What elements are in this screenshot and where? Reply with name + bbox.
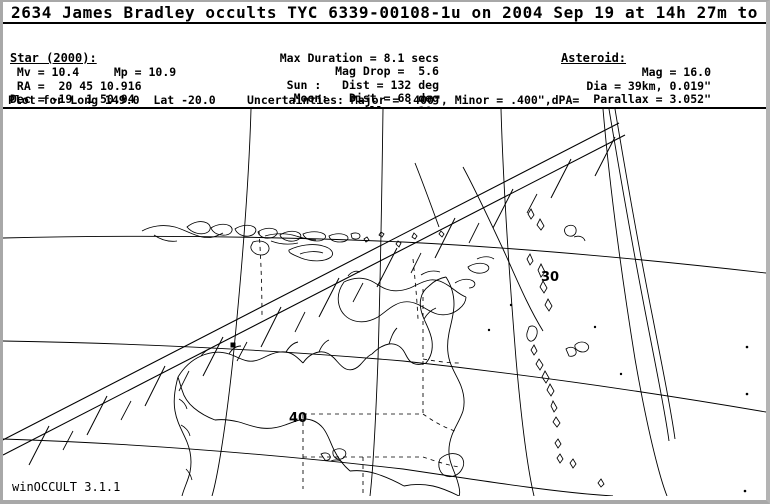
path-northern-limit bbox=[3, 122, 620, 441]
terminator-arcs bbox=[414, 109, 676, 442]
parallel-lines bbox=[3, 235, 766, 496]
mag-drop-line: Mag Drop = 5.6 bbox=[307, 64, 439, 79]
asteroid-heading: Asteroid: bbox=[561, 50, 627, 65]
star-line-ra: RA = 20 45 10.916 bbox=[10, 78, 142, 93]
path-minor-ticks bbox=[62, 193, 538, 451]
occultation-path bbox=[3, 122, 626, 456]
page-title: 2634 James Bradley occults TYC 6339-0010… bbox=[11, 3, 766, 22]
title-divider bbox=[3, 22, 766, 24]
window-client-area: 2634 James Bradley occults TYC 6339-0010… bbox=[3, 2, 766, 500]
tasmania-coastline bbox=[320, 448, 465, 478]
track-label-40: 40 bbox=[289, 411, 307, 426]
moon-dist-line: Moon: Dist = 68 deg bbox=[293, 91, 439, 106]
meridian-lines bbox=[211, 109, 668, 496]
asteroid-mag-line: Mag = 16.0 bbox=[600, 65, 711, 80]
path-time-ticks bbox=[28, 136, 616, 466]
pacific-islands bbox=[526, 208, 605, 488]
australia-coastline bbox=[173, 276, 465, 496]
star-line-dec: Dec = -19 1 50.94 bbox=[10, 92, 135, 107]
state-boundaries bbox=[258, 230, 460, 496]
indonesia-coastlines bbox=[141, 221, 445, 262]
uncertainties-label: Uncertainties: Major = .400", Minor = .4… bbox=[247, 93, 580, 107]
asteroid-dia-line: Dia = 39km, 0.019" bbox=[544, 78, 711, 93]
prediction-header: 2634 James Bradley occults TYC 6339-0010… bbox=[3, 2, 766, 133]
app-version-label: winOCCULT 3.1.1 bbox=[12, 480, 121, 494]
sun-dist-line: Sun : Dist = 132 deg bbox=[286, 77, 439, 92]
star-line-mv: Mv = 10.4 Mp = 10.9 bbox=[10, 65, 177, 80]
star-data-column: Star (2000): Mv = 10.4 Mp = 10.9 RA = 20… bbox=[10, 25, 176, 120]
star-heading: Star (2000): bbox=[10, 50, 97, 65]
path-southern-limit bbox=[3, 134, 626, 456]
plot-center-label: Plot for Long 149.0 Lat -20.0 bbox=[8, 93, 216, 107]
occultation-path-map[interactable]: 304050 bbox=[3, 109, 766, 496]
west-coast-detail bbox=[178, 398, 193, 481]
path-crossing-markers bbox=[230, 342, 236, 348]
asteroid-parallax-line: Parallax = 3.052" bbox=[586, 92, 711, 107]
islet-dots bbox=[487, 303, 749, 493]
header-divider bbox=[3, 107, 766, 109]
max-duration-line: Max Duration = 8.1 secs bbox=[279, 50, 439, 65]
track-label-30: 30 bbox=[541, 270, 559, 285]
map-background bbox=[3, 109, 766, 496]
